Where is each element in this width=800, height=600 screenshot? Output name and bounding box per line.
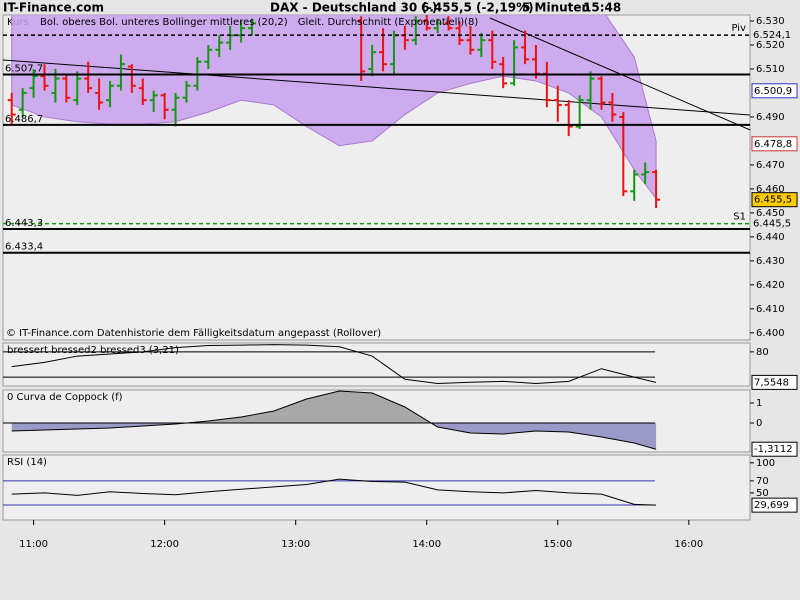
price-marker [751,136,798,152]
price-marker-label: 6.478,8 [754,139,792,150]
level-label: 6.507,7 [5,63,43,74]
area-positive [11,391,657,423]
level-label: 6.433,4 [5,242,43,253]
level-label: 6.486,7 [5,114,43,125]
title: DAX - Deutschland 30 (-) [270,1,437,15]
y-tick-label: 6.450 [756,208,785,219]
y-tick-label: 6.460 [756,184,785,195]
value-label-box [751,441,798,457]
x-tick-label: 16:00 [674,539,703,550]
y-tick-label: 1 [756,398,762,409]
price-marker [751,192,798,208]
y-tick-label: 6.420 [756,280,785,291]
level-name: Piv [731,23,746,34]
area-negative [11,423,657,450]
y-tick-label: 6.470 [756,160,785,171]
panel-label: bressert bressed2 bressed3 (3,21) [7,345,179,356]
y-tick-label: 6.510 [756,64,785,75]
y-tick-label: 70 [756,476,769,487]
price-marker-label: 6.455,5 [754,195,792,206]
y-tick-label: 6.410 [756,304,785,315]
price-marker-label: 6.500,9 [754,86,792,97]
y-tick-label: 6.530 [756,16,785,27]
y-tick-label: 0 [756,418,762,429]
value-label: -1,3112 [754,444,793,455]
plot-area [3,15,750,209]
price-marker [751,83,798,99]
legend-entry: Gleit. Durchschnitt (Exponentiell)(8) [298,17,479,28]
value-label-box [751,497,798,513]
level-name: S1 [733,212,746,223]
indicator-line [11,344,657,384]
level-label: 6.445,5 [753,219,791,230]
y-tick-label: 100 [756,458,775,469]
value-label: 29,699 [754,500,789,511]
time: 15:48 [583,1,621,15]
panel-label: RSI (14) [7,457,47,468]
level-label: 6.443,3 [5,218,43,229]
brand: IT-Finance.com [3,1,104,15]
x-tick-label: 15:00 [543,539,572,550]
y-tick-label: 6.520 [756,40,785,51]
panel [2,342,751,387]
indicator-line [11,478,657,506]
panel-label: 0 Curva de Coppock (f) [7,392,123,403]
y-tick-label: 6.400 [756,328,785,339]
level-label: 6.524,1 [753,30,791,41]
y-tick-label: 6.490 [756,112,785,123]
value-label: 7,5548 [754,377,789,388]
y-tick-label: 6.440 [756,232,785,243]
value-label-box [751,374,798,390]
x-tick-label: 12:00 [150,539,179,550]
y-tick-label: 80 [756,347,769,358]
trend-line [3,59,750,116]
footnote: © IT-Finance.com Datenhistorie dem Fälli… [6,328,381,339]
interval: 5 Minuten [522,1,590,15]
x-tick-label: 13:00 [281,539,310,550]
y-tick-label: 50 [756,488,769,499]
panel [2,454,751,521]
x-tick-label: 11:00 [19,539,48,550]
price: 6.455,5 (-2,19%) [421,1,534,15]
x-tick-label: 14:00 [412,539,441,550]
y-tick-label: 6.430 [756,256,785,267]
legend-entry: Bol. oberes Bol. unteres Bollinger mittl… [40,17,288,28]
indicator-line [11,390,657,450]
